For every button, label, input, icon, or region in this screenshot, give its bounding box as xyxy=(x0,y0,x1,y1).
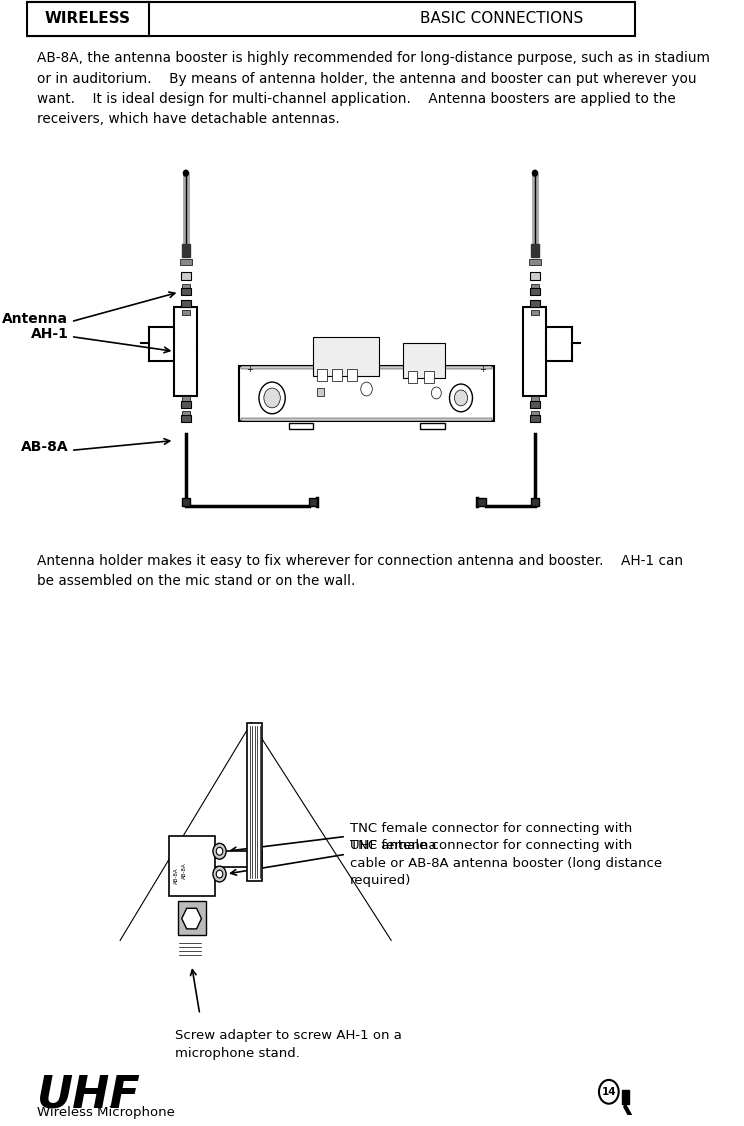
Bar xyxy=(317,369,327,381)
Bar xyxy=(182,310,190,315)
Text: 14: 14 xyxy=(601,1087,616,1097)
Bar xyxy=(182,411,190,415)
Text: TNC female connector for connecting with
UHF antenna: TNC female connector for connecting with… xyxy=(350,822,632,852)
Bar xyxy=(529,259,541,266)
Circle shape xyxy=(183,170,188,176)
Bar xyxy=(524,307,546,396)
Bar xyxy=(424,372,434,383)
Bar xyxy=(408,372,417,383)
Bar xyxy=(289,422,313,429)
Circle shape xyxy=(217,847,222,856)
Circle shape xyxy=(217,870,222,878)
Text: AB-8A: AB-8A xyxy=(182,863,187,879)
Bar xyxy=(530,396,539,401)
Bar xyxy=(332,369,342,381)
Circle shape xyxy=(213,866,226,882)
Text: Antenna holder makes it easy to fix wherever for connection antenna and booster.: Antenna holder makes it easy to fix wher… xyxy=(37,554,683,589)
Bar xyxy=(180,259,192,266)
Text: BASIC CONNECTIONS: BASIC CONNECTIONS xyxy=(420,11,584,26)
Bar xyxy=(174,307,197,396)
Bar xyxy=(181,300,190,307)
Circle shape xyxy=(449,384,472,412)
Bar xyxy=(182,396,190,401)
Circle shape xyxy=(455,390,467,405)
Bar xyxy=(530,411,539,415)
Text: AB-8A, the antenna booster is highly recommended for long-distance purpose, such: AB-8A, the antenna booster is highly rec… xyxy=(37,52,711,126)
Text: AH-1: AH-1 xyxy=(31,327,68,340)
Bar xyxy=(530,310,539,315)
Circle shape xyxy=(533,170,537,176)
Text: AB-8A: AB-8A xyxy=(21,440,68,455)
Circle shape xyxy=(259,382,285,413)
Circle shape xyxy=(361,382,372,396)
Bar xyxy=(248,723,262,881)
Bar xyxy=(530,284,539,289)
Circle shape xyxy=(599,1080,619,1103)
Text: AB-8A: AB-8A xyxy=(173,868,179,884)
Bar xyxy=(622,1090,629,1103)
Text: Antenna: Antenna xyxy=(2,312,68,325)
Text: Screw adapter to screw AH-1 on a
microphone stand.: Screw adapter to screw AH-1 on a microph… xyxy=(175,1029,402,1060)
Bar xyxy=(178,901,206,936)
Bar xyxy=(530,272,540,280)
Circle shape xyxy=(264,388,280,408)
Bar xyxy=(28,2,635,36)
Bar xyxy=(241,366,493,369)
Bar xyxy=(182,498,190,506)
Bar xyxy=(178,851,262,867)
Bar xyxy=(240,366,494,421)
Bar xyxy=(530,243,539,258)
Bar xyxy=(28,2,149,36)
Text: +: + xyxy=(479,365,486,374)
Bar xyxy=(182,284,190,289)
Bar xyxy=(181,272,190,280)
Bar xyxy=(313,337,379,376)
Text: TNC female connector for connecting with
cable or AB-8A antenna booster (long di: TNC female connector for connecting with… xyxy=(350,839,662,887)
Text: +: + xyxy=(246,365,253,374)
Bar xyxy=(241,418,493,421)
Bar xyxy=(181,401,190,408)
Bar xyxy=(317,388,324,396)
Bar xyxy=(181,414,190,421)
Bar xyxy=(309,498,317,506)
Text: WIRELESS: WIRELESS xyxy=(45,11,130,26)
Bar xyxy=(347,369,356,381)
Text: Wireless Microphone: Wireless Microphone xyxy=(37,1106,175,1118)
Bar xyxy=(530,414,540,421)
Bar xyxy=(420,422,445,429)
Bar xyxy=(403,343,445,378)
Bar xyxy=(530,288,540,295)
Circle shape xyxy=(432,387,441,399)
Bar xyxy=(530,498,539,506)
Bar xyxy=(530,401,540,408)
Bar xyxy=(478,498,486,506)
Bar xyxy=(182,243,190,258)
Bar xyxy=(181,288,190,295)
Text: UHF: UHF xyxy=(37,1074,141,1117)
Polygon shape xyxy=(182,909,202,929)
Circle shape xyxy=(213,843,226,859)
Bar xyxy=(530,300,540,307)
Bar xyxy=(170,837,214,896)
